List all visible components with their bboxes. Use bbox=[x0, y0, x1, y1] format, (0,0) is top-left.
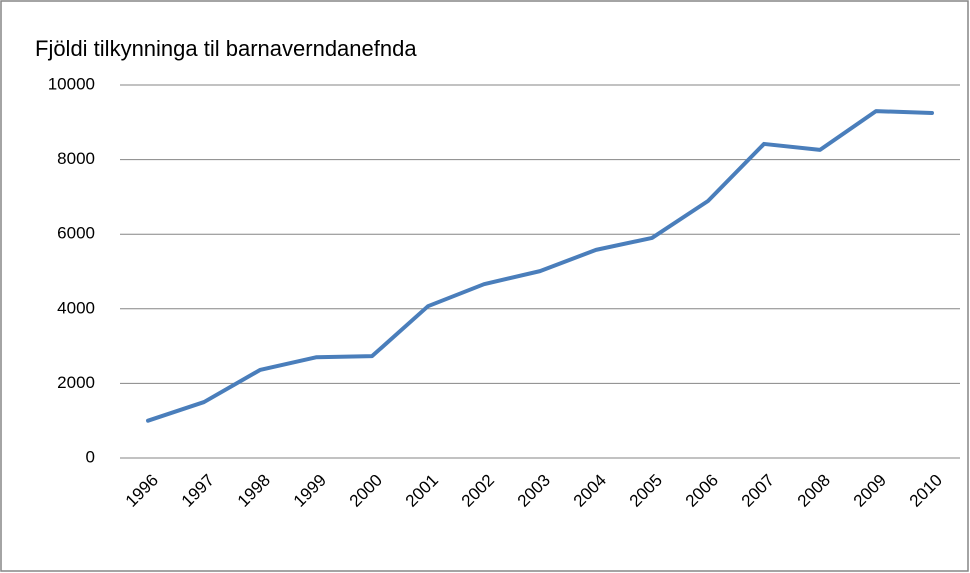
y-tick-label: 2000 bbox=[57, 373, 95, 392]
y-tick-label: 6000 bbox=[57, 224, 95, 243]
y-tick-label: 4000 bbox=[57, 298, 95, 317]
y-tick-label: 10000 bbox=[48, 74, 95, 93]
data-line bbox=[146, 109, 934, 423]
y-tick-label: 8000 bbox=[57, 149, 95, 168]
chart-title: Fjöldi tilkynninga til barnaverndanefnda bbox=[35, 36, 417, 61]
y-tick-label: 0 bbox=[86, 447, 95, 466]
